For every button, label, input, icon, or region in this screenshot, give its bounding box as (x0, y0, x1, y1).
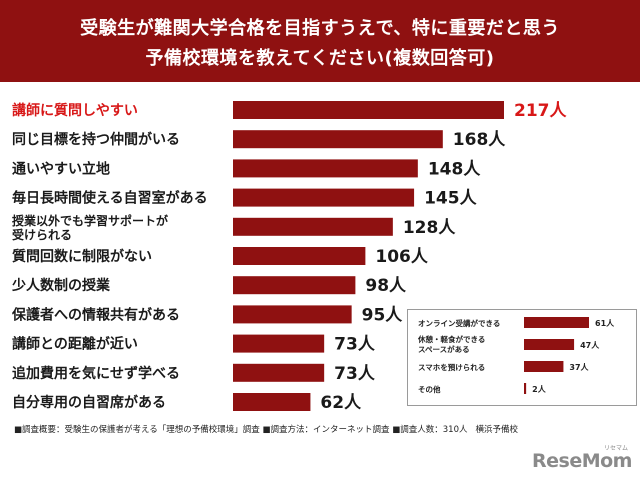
inset-value-label: 61人 (595, 318, 615, 328)
header-banner: 受験生が難関大学合格を目指すうえで、特に重要だと思う 予備校環境を教えてください… (0, 0, 640, 82)
inset-bar (524, 383, 527, 394)
value-label: 145人 (424, 189, 477, 209)
bar (233, 363, 325, 382)
bar (233, 276, 356, 295)
category-label: 自分専用の自習席がある (12, 394, 166, 411)
value-label: 95人 (362, 305, 404, 325)
category-label: 保護者への情報共有がある (11, 306, 180, 323)
inset-category-label: スペースがある (418, 344, 470, 354)
inset-value-label: 2人 (532, 384, 547, 394)
value-label: 73人 (334, 364, 376, 384)
bar (233, 334, 325, 353)
bar (233, 247, 366, 265)
value-label: 73人 (334, 335, 376, 355)
chart-title-line-1: 受験生が難関大学合格を目指すうえで、特に重要だと思う (80, 18, 560, 39)
value-label: 168人 (453, 130, 506, 150)
value-label: 106人 (375, 247, 428, 267)
inset-category-label: 休憩・軽食ができる (417, 334, 485, 344)
survey-note: ■調査概要：受験生の保護者が考える「理想の予備校環境」調査 ■調査方法：インター… (14, 425, 468, 435)
bar (233, 188, 415, 207)
inset-category-label: その他 (418, 384, 441, 394)
category-label: 追加費用を気にせず学べる (12, 365, 180, 382)
inset-category-label: オンライン受講ができる (418, 318, 500, 328)
inset-value-label: 47人 (580, 340, 600, 350)
logo-text: ReseMom (532, 450, 632, 472)
category-label: 通いやすい立地 (12, 160, 110, 177)
bar (233, 130, 443, 149)
bar (233, 393, 311, 411)
category-label: 質問回数に制限がない (12, 248, 152, 265)
bar (233, 217, 393, 236)
inset-value-label: 37人 (569, 362, 589, 372)
bar (233, 101, 504, 119)
category-label: 授業以外でも学習サポートが (12, 213, 168, 228)
category-label: 少人数制の授業 (11, 277, 111, 294)
inset-bar (524, 339, 575, 350)
value-label: 128人 (403, 218, 456, 238)
inset-category-label: スマホを預けられる (418, 362, 485, 372)
bar (233, 159, 418, 178)
category-label: 講師に質問しやすい (12, 102, 138, 119)
value-label: 217人 (514, 101, 567, 121)
inset-bar (524, 317, 589, 328)
category-label: 受けられる (12, 227, 72, 242)
value-label: 148人 (428, 159, 481, 179)
survey-footnote: ■調査概要：受験生の保護者が考える「理想の予備校環境」調査 ■調査方法：インター… (14, 423, 634, 435)
category-label: 毎日長時間使える自習室がある (12, 190, 208, 207)
inset-chart-box (407, 309, 637, 406)
survey-organization: 横浜予備校 (475, 425, 518, 435)
chart-title-line-2: 予備校環境を教えてください(複数回答可) (145, 48, 495, 69)
logo-ruby: リセマム (603, 445, 628, 452)
value-label: 98人 (365, 276, 407, 296)
bar (233, 305, 352, 324)
resemom-logo: ReseMom リセマム (532, 445, 632, 472)
inset-bar (524, 361, 564, 372)
category-label: 同じ目標を持つ仲間がいる (12, 131, 180, 148)
value-label: 62人 (320, 393, 362, 413)
category-label: 講師との距離が近い (12, 336, 138, 353)
